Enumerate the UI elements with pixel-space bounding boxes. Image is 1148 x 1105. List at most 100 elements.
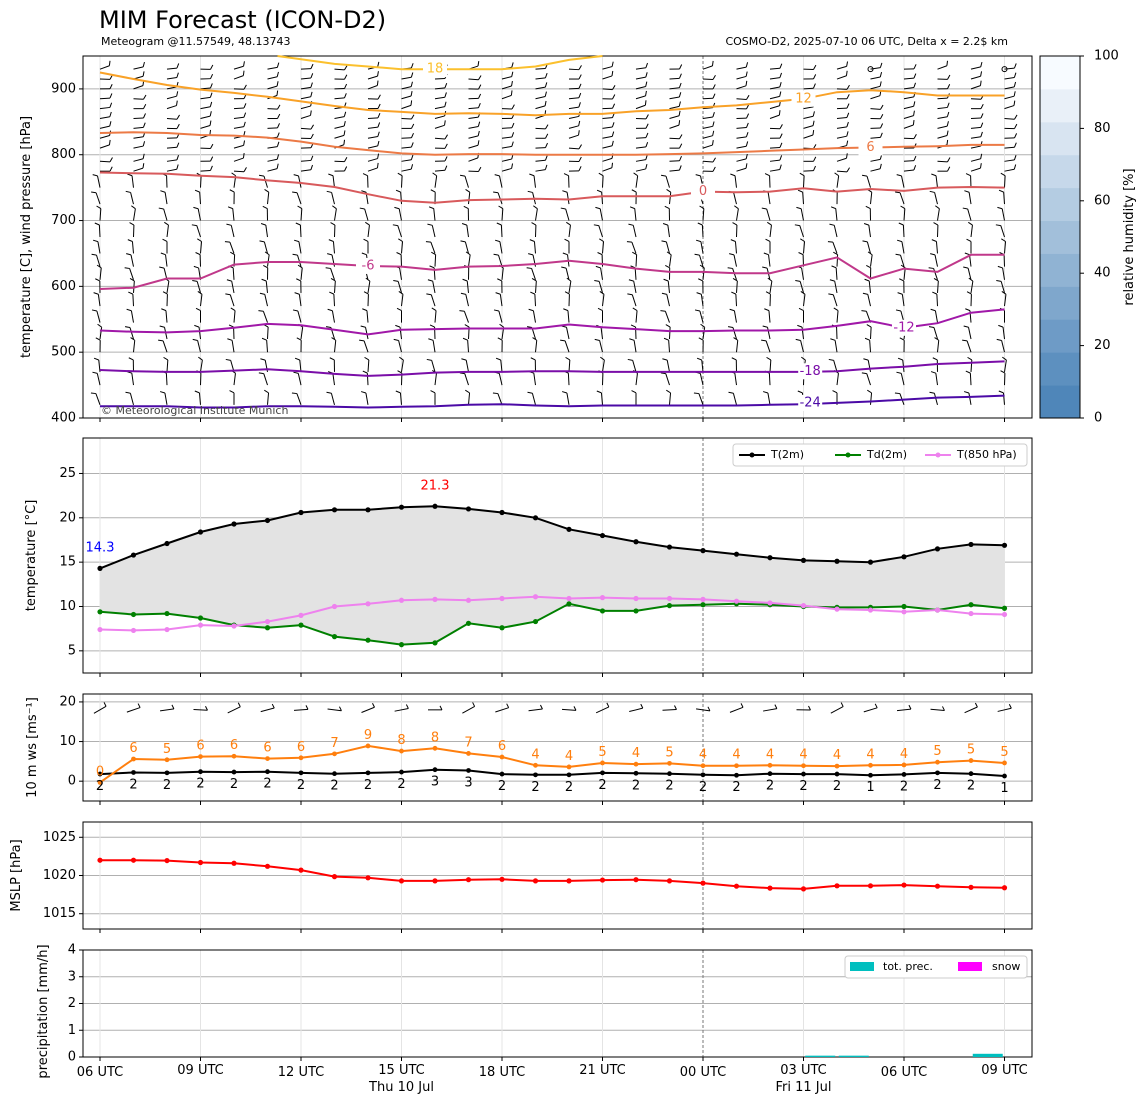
wind-barb-staff (267, 108, 278, 110)
wind-barb-staff (937, 160, 948, 163)
wind-barb-staff (635, 137, 647, 139)
wind-barb-flag (980, 153, 983, 159)
series-point (834, 771, 840, 777)
wind-barb-flag (745, 131, 749, 138)
wind-barb-staff (800, 208, 804, 221)
wind-barb (602, 140, 614, 149)
wind-barb-staff (967, 268, 972, 280)
wind-barb-staff (635, 146, 646, 149)
wind-barb (334, 120, 346, 129)
x-tick-label: 09 UTC (981, 1063, 1027, 1078)
y-tick-label: 900 (51, 81, 76, 96)
mean-wind-label: 2 (598, 778, 606, 793)
wind-barb (896, 239, 905, 254)
series-point (700, 596, 706, 602)
wind-barb (300, 91, 313, 100)
wind-barb-staff (501, 94, 512, 100)
wind-barb-flag (700, 323, 705, 328)
wind-barb-flag (1001, 290, 1007, 295)
wind-barb-flag (330, 222, 336, 226)
wind-barb-staff (401, 137, 412, 139)
wind-barb-flag (947, 74, 951, 80)
wind-barb-staff (635, 86, 646, 90)
wind-barb-staff (836, 175, 840, 188)
y-tick-label: 20 (59, 694, 76, 709)
wind-barb (769, 164, 782, 172)
wind-barb-staff (970, 66, 981, 70)
wind-barb-flag (291, 392, 297, 395)
wind-barb (334, 111, 347, 120)
wind-barb-flag (879, 163, 882, 169)
wind-barb-flag (813, 74, 817, 80)
wind-barb-flag (460, 240, 466, 243)
wind-barb-staff (133, 126, 144, 129)
series-point (867, 607, 874, 613)
wind-barb (396, 252, 402, 267)
wind-barb-flag (410, 154, 414, 160)
wind-barb-flag (711, 60, 714, 66)
isotherm-label-bg (356, 257, 380, 274)
wind-barb-flag (310, 63, 314, 69)
wind-barb-staff (465, 360, 469, 373)
wind-barb (396, 307, 402, 323)
series-point (499, 754, 505, 760)
wind-barb-staff (331, 310, 335, 323)
wind-barb-flag (243, 121, 246, 127)
wind-barb-staff (669, 160, 680, 162)
wind-barb-staff (501, 145, 512, 149)
wind-barb-staff (300, 159, 312, 162)
calm-wind-circle (867, 66, 874, 73)
wind-barb (702, 112, 715, 120)
wind-barb-staff (267, 127, 278, 129)
wind-barb (836, 131, 849, 139)
series-point (164, 757, 170, 763)
series-point (298, 755, 304, 761)
wind-barb-flag (645, 114, 649, 120)
wind-barb-staff (600, 392, 603, 405)
wind-barb (133, 163, 145, 172)
wind-barb-flag (599, 238, 604, 242)
wind-barb (560, 339, 570, 353)
wind-barb-staff (131, 241, 134, 254)
x-tick-label: 09 UTC (177, 1063, 223, 1078)
wind-barb-flag (398, 238, 403, 242)
wind-barb-flag (293, 239, 300, 243)
wind-barb-staff (702, 78, 714, 81)
wind-barb-flag (305, 705, 309, 710)
wind-barb (635, 163, 648, 172)
series-point (566, 772, 572, 778)
wind-barb-flag (897, 292, 903, 295)
wind-barb (827, 241, 838, 254)
wind-barb (194, 390, 201, 405)
wind-barb-flag (109, 121, 112, 127)
wind-barb-flag (363, 291, 369, 295)
wind-barb-flag (544, 91, 547, 97)
wind-barb-flag (727, 267, 733, 269)
wind-barb-staff (937, 106, 948, 110)
y-tick-label: 10 (59, 599, 76, 614)
wind-barb-flag (600, 356, 605, 361)
wind-barb (728, 391, 737, 405)
wind-barb (597, 307, 603, 323)
wind-barb-flag (544, 155, 548, 161)
wind-barb (730, 173, 737, 188)
wind-barb (192, 338, 201, 353)
wind-barb-flag (359, 339, 365, 342)
wind-barb-flag (510, 90, 513, 96)
wind-barb-staff (868, 280, 871, 293)
wind-barb-flag (158, 207, 164, 210)
wind-barb (501, 132, 515, 139)
wind-barb-flag (899, 337, 905, 341)
wind-barb-flag (192, 338, 198, 342)
wind-barb-flag (679, 156, 682, 161)
wind-barb-flag (405, 704, 409, 709)
wind-barb-flag (678, 101, 681, 107)
wind-barb (764, 173, 771, 188)
wind-barb-staff (568, 359, 571, 372)
wind-barb-flag (912, 119, 915, 126)
wind-barb-flag (947, 84, 951, 89)
wind-barb-flag (395, 390, 401, 394)
isotherm-line (99, 360, 1005, 377)
wind-barb-flag (693, 392, 699, 395)
wind-barb-staff (265, 225, 268, 238)
